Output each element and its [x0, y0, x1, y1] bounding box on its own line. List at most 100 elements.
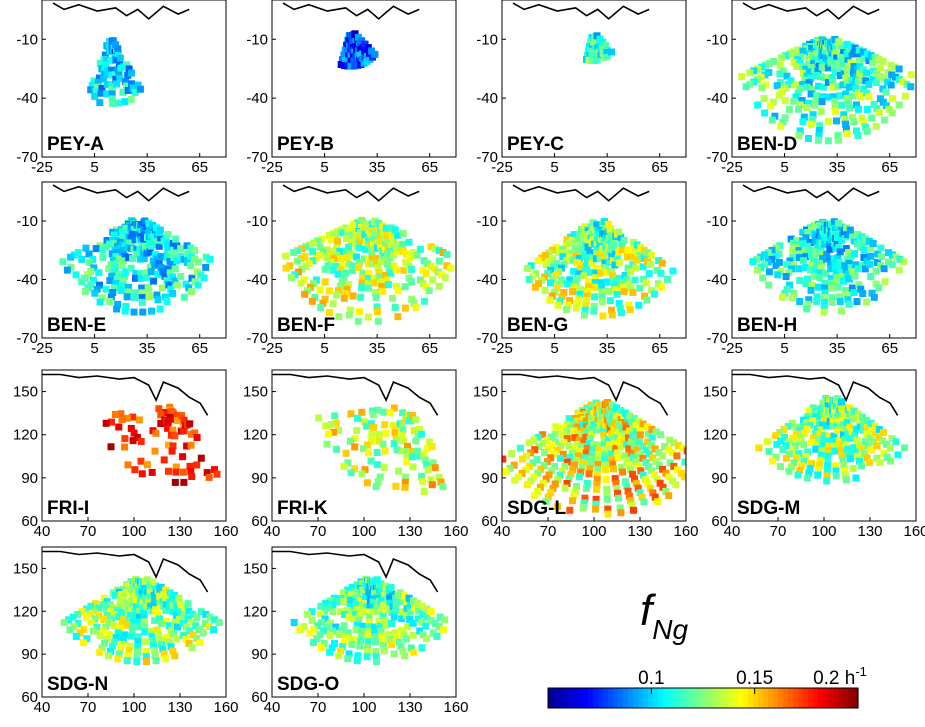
data-cell-1566 — [872, 267, 880, 275]
data-cell-2651 — [176, 615, 184, 623]
data-cell-418 — [845, 83, 853, 91]
data-cell-2456 — [66, 626, 74, 634]
data-cell-2534 — [114, 655, 122, 663]
data-cell-1152 — [554, 301, 562, 309]
data-cell-1690 — [358, 408, 366, 416]
x-tick-label: 160 — [673, 523, 698, 540]
data-cell-1733 — [367, 457, 375, 465]
data-cell-380 — [834, 131, 842, 139]
data-cell-2493 — [96, 631, 104, 639]
data-cell-1864 — [553, 446, 561, 454]
data-cell-406 — [846, 104, 854, 112]
data-cell-1207 — [591, 293, 599, 301]
data-cell-2283 — [820, 437, 828, 445]
data-cell-703 — [153, 255, 161, 263]
data-cell-1129 — [574, 248, 582, 256]
data-cell-2343 — [846, 455, 854, 463]
data-cell-2205 — [777, 437, 785, 445]
data-cell-315 — [795, 105, 802, 113]
data-cell-2310 — [830, 437, 838, 445]
data-cell-2233 — [791, 442, 799, 450]
data-cell-1274 — [635, 301, 643, 309]
data-cell-825 — [302, 262, 310, 270]
data-cell-2277 — [803, 474, 811, 482]
data-cell-1397 — [790, 261, 798, 269]
data-cell-331 — [822, 44, 830, 52]
data-cell-1239 — [605, 258, 613, 266]
data-cell-2490 — [105, 619, 113, 627]
data-cell-2723 — [317, 610, 324, 618]
data-cell-2167 — [694, 468, 701, 475]
data-cell-883 — [345, 260, 353, 268]
y-tick-label: -10 — [706, 213, 728, 230]
data-cell-627 — [118, 282, 126, 290]
data-cell-1664 — [179, 468, 187, 476]
data-cell-1983 — [593, 481, 601, 488]
data-cell-1919 — [582, 433, 590, 441]
colorbar-swatch — [753, 688, 759, 708]
data-cell-705 — [157, 264, 165, 272]
data-cell-2547 — [124, 652, 132, 660]
data-cell-3 — [88, 81, 96, 89]
data-cell-2106 — [662, 487, 670, 495]
data-cell-2247 — [785, 467, 793, 475]
data-cell-1467 — [822, 255, 830, 263]
data-cell-1457 — [818, 259, 826, 267]
x-tick-label: 130 — [397, 523, 422, 540]
colorbar-swatch — [783, 688, 789, 708]
data-cell-503 — [884, 69, 892, 76]
data-cell-2601 — [156, 636, 164, 644]
data-cell-582 — [112, 253, 120, 261]
data-cell-2649 — [169, 608, 177, 616]
data-cell-777 — [164, 231, 172, 238]
data-cell-1879 — [574, 430, 582, 437]
data-cell-1214 — [596, 255, 604, 263]
data-cell-2013 — [606, 445, 614, 453]
data-cell-1160 — [576, 265, 584, 273]
data-cell-1697 — [332, 419, 340, 427]
colorbar-swatch — [733, 688, 739, 708]
data-cell-2733 — [340, 597, 348, 605]
data-cell-829 — [287, 274, 295, 282]
data-cell-378 — [832, 107, 840, 115]
data-cell-312 — [803, 83, 811, 91]
data-cell-1492 — [831, 259, 839, 267]
data-cell-2327 — [839, 456, 847, 464]
data-cell-1965 — [583, 480, 591, 487]
data-cell-982 — [387, 269, 395, 277]
data-cell-1486 — [828, 298, 836, 306]
data-cell-2480 — [83, 635, 91, 643]
data-cell-1310 — [657, 283, 665, 291]
data-cell-658 — [138, 289, 146, 297]
data-cell-2768 — [360, 586, 367, 594]
data-cell-2546 — [125, 647, 133, 655]
data-cell-1148 — [564, 280, 572, 288]
data-cell-209 — [810, 38, 818, 46]
data-cell-873 — [325, 287, 333, 295]
data-cell-374 — [829, 83, 837, 91]
data-cell-1513 — [842, 286, 850, 294]
data-cell-2302 — [823, 467, 831, 475]
data-cell-1830 — [518, 455, 526, 463]
data-cell-2835 — [369, 603, 377, 611]
data-cell-2796 — [355, 616, 363, 624]
data-cell-2141 — [655, 449, 663, 456]
data-cell-2897 — [386, 598, 394, 606]
data-cell-2836 — [370, 608, 378, 616]
data-cell-1715 — [351, 443, 359, 451]
data-cell-861 — [321, 278, 329, 286]
data-cell-2140 — [651, 445, 659, 453]
data-cell-1077 — [523, 264, 531, 272]
data-cell-1112 — [582, 231, 590, 239]
data-cell-600 — [102, 285, 110, 293]
data-cell-2035 — [613, 449, 621, 457]
data-cell-596 — [112, 264, 120, 272]
data-cell-1558 — [875, 284, 883, 292]
data-cell-1796 — [439, 483, 447, 491]
data-cell-2879 — [397, 643, 405, 651]
data-cell-518 — [875, 56, 883, 63]
data-cell-2002 — [603, 490, 611, 498]
data-cell-1888 — [539, 479, 547, 487]
data-cell-2654 — [186, 627, 194, 635]
